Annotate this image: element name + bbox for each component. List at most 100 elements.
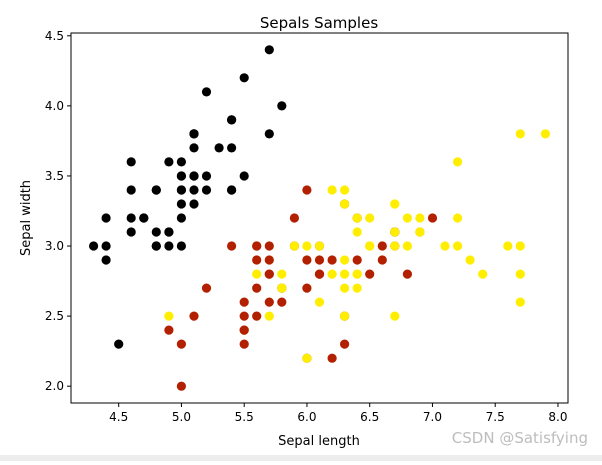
- x-tick-label: 7.0: [423, 410, 442, 424]
- data-point: [340, 311, 350, 321]
- data-point: [126, 227, 136, 237]
- data-point: [176, 157, 186, 167]
- data-point: [252, 269, 262, 279]
- data-point: [176, 339, 186, 349]
- data-point: [327, 185, 337, 195]
- data-point: [201, 283, 212, 293]
- data-point: [164, 227, 174, 237]
- data-point: [151, 185, 161, 195]
- data-point: [340, 283, 350, 293]
- x-tick-label: 7.5: [486, 410, 505, 424]
- y-axis-label: Sepal width: [19, 180, 34, 256]
- data-point: [327, 269, 337, 279]
- y-tick-label: 3.5: [45, 169, 64, 183]
- data-point: [151, 241, 161, 251]
- data-point: [252, 255, 262, 265]
- data-point: [352, 283, 362, 293]
- data-point: [440, 241, 450, 251]
- data-point: [402, 241, 412, 251]
- data-point: [453, 157, 463, 167]
- data-point: [377, 255, 387, 265]
- data-point: [340, 339, 350, 349]
- data-point: [214, 143, 224, 153]
- data-point: [390, 227, 400, 237]
- data-point: [189, 129, 199, 139]
- data-point: [164, 241, 174, 251]
- data-point: [252, 241, 262, 251]
- data-point: [377, 241, 387, 251]
- data-point: [314, 241, 325, 251]
- data-point: [239, 171, 249, 181]
- data-point: [176, 185, 186, 195]
- data-point: [151, 227, 161, 237]
- data-point: [201, 87, 212, 97]
- data-point: [277, 269, 287, 279]
- data-point: [515, 241, 525, 251]
- data-point: [114, 339, 124, 349]
- data-point: [327, 255, 337, 265]
- data-point: [201, 185, 212, 195]
- data-point: [126, 157, 136, 167]
- data-point: [352, 213, 362, 223]
- data-point: [302, 255, 312, 265]
- data-point: [126, 213, 136, 223]
- data-point: [302, 353, 312, 363]
- data-point: [101, 255, 111, 265]
- data-point: [189, 199, 199, 209]
- data-point: [365, 269, 375, 279]
- data-point: [101, 213, 111, 223]
- data-point: [189, 185, 199, 195]
- data-point: [176, 171, 186, 181]
- data-point: [227, 115, 237, 125]
- x-tick-label: 6.0: [297, 410, 316, 424]
- data-point: [264, 269, 274, 279]
- data-point: [340, 199, 350, 209]
- x-tick-label: 8.0: [548, 410, 567, 424]
- data-point: [164, 311, 174, 321]
- data-point: [264, 129, 274, 139]
- x-tick-label: 4.5: [109, 410, 128, 424]
- data-point: [227, 185, 237, 195]
- y-tick-label: 2.5: [45, 309, 64, 323]
- data-point: [176, 213, 186, 223]
- data-point: [189, 143, 199, 153]
- data-point: [352, 227, 362, 237]
- data-point: [314, 255, 325, 265]
- data-point: [126, 185, 136, 195]
- data-point: [239, 339, 249, 349]
- plot-area: [70, 32, 569, 404]
- data-point: [402, 213, 412, 223]
- data-point: [390, 241, 400, 251]
- data-point: [415, 227, 425, 237]
- data-point: [289, 241, 299, 251]
- data-point: [352, 255, 362, 265]
- data-point: [277, 283, 287, 293]
- bottom-strip: [0, 455, 602, 461]
- data-point: [365, 213, 375, 223]
- data-point: [327, 353, 337, 363]
- data-point: [89, 241, 99, 251]
- data-point: [390, 311, 400, 321]
- data-point: [352, 269, 362, 279]
- data-point: [227, 143, 237, 153]
- x-axis-label: Sepal length: [278, 434, 360, 449]
- data-point: [289, 213, 299, 223]
- data-point: [365, 241, 375, 251]
- data-point: [176, 381, 186, 391]
- data-point: [189, 171, 199, 181]
- data-point: [227, 241, 237, 251]
- data-point: [515, 297, 525, 307]
- data-point: [277, 297, 287, 307]
- data-point: [239, 73, 249, 83]
- watermark: CSDN @Satisfying: [451, 429, 588, 447]
- data-point: [239, 311, 249, 321]
- x-tick-label: 5.5: [235, 410, 254, 424]
- data-point: [239, 325, 249, 335]
- chart-title: Sepals Samples: [260, 14, 378, 32]
- data-point: [415, 213, 425, 223]
- data-point: [176, 199, 186, 209]
- data-point: [176, 241, 186, 251]
- data-point: [314, 297, 325, 307]
